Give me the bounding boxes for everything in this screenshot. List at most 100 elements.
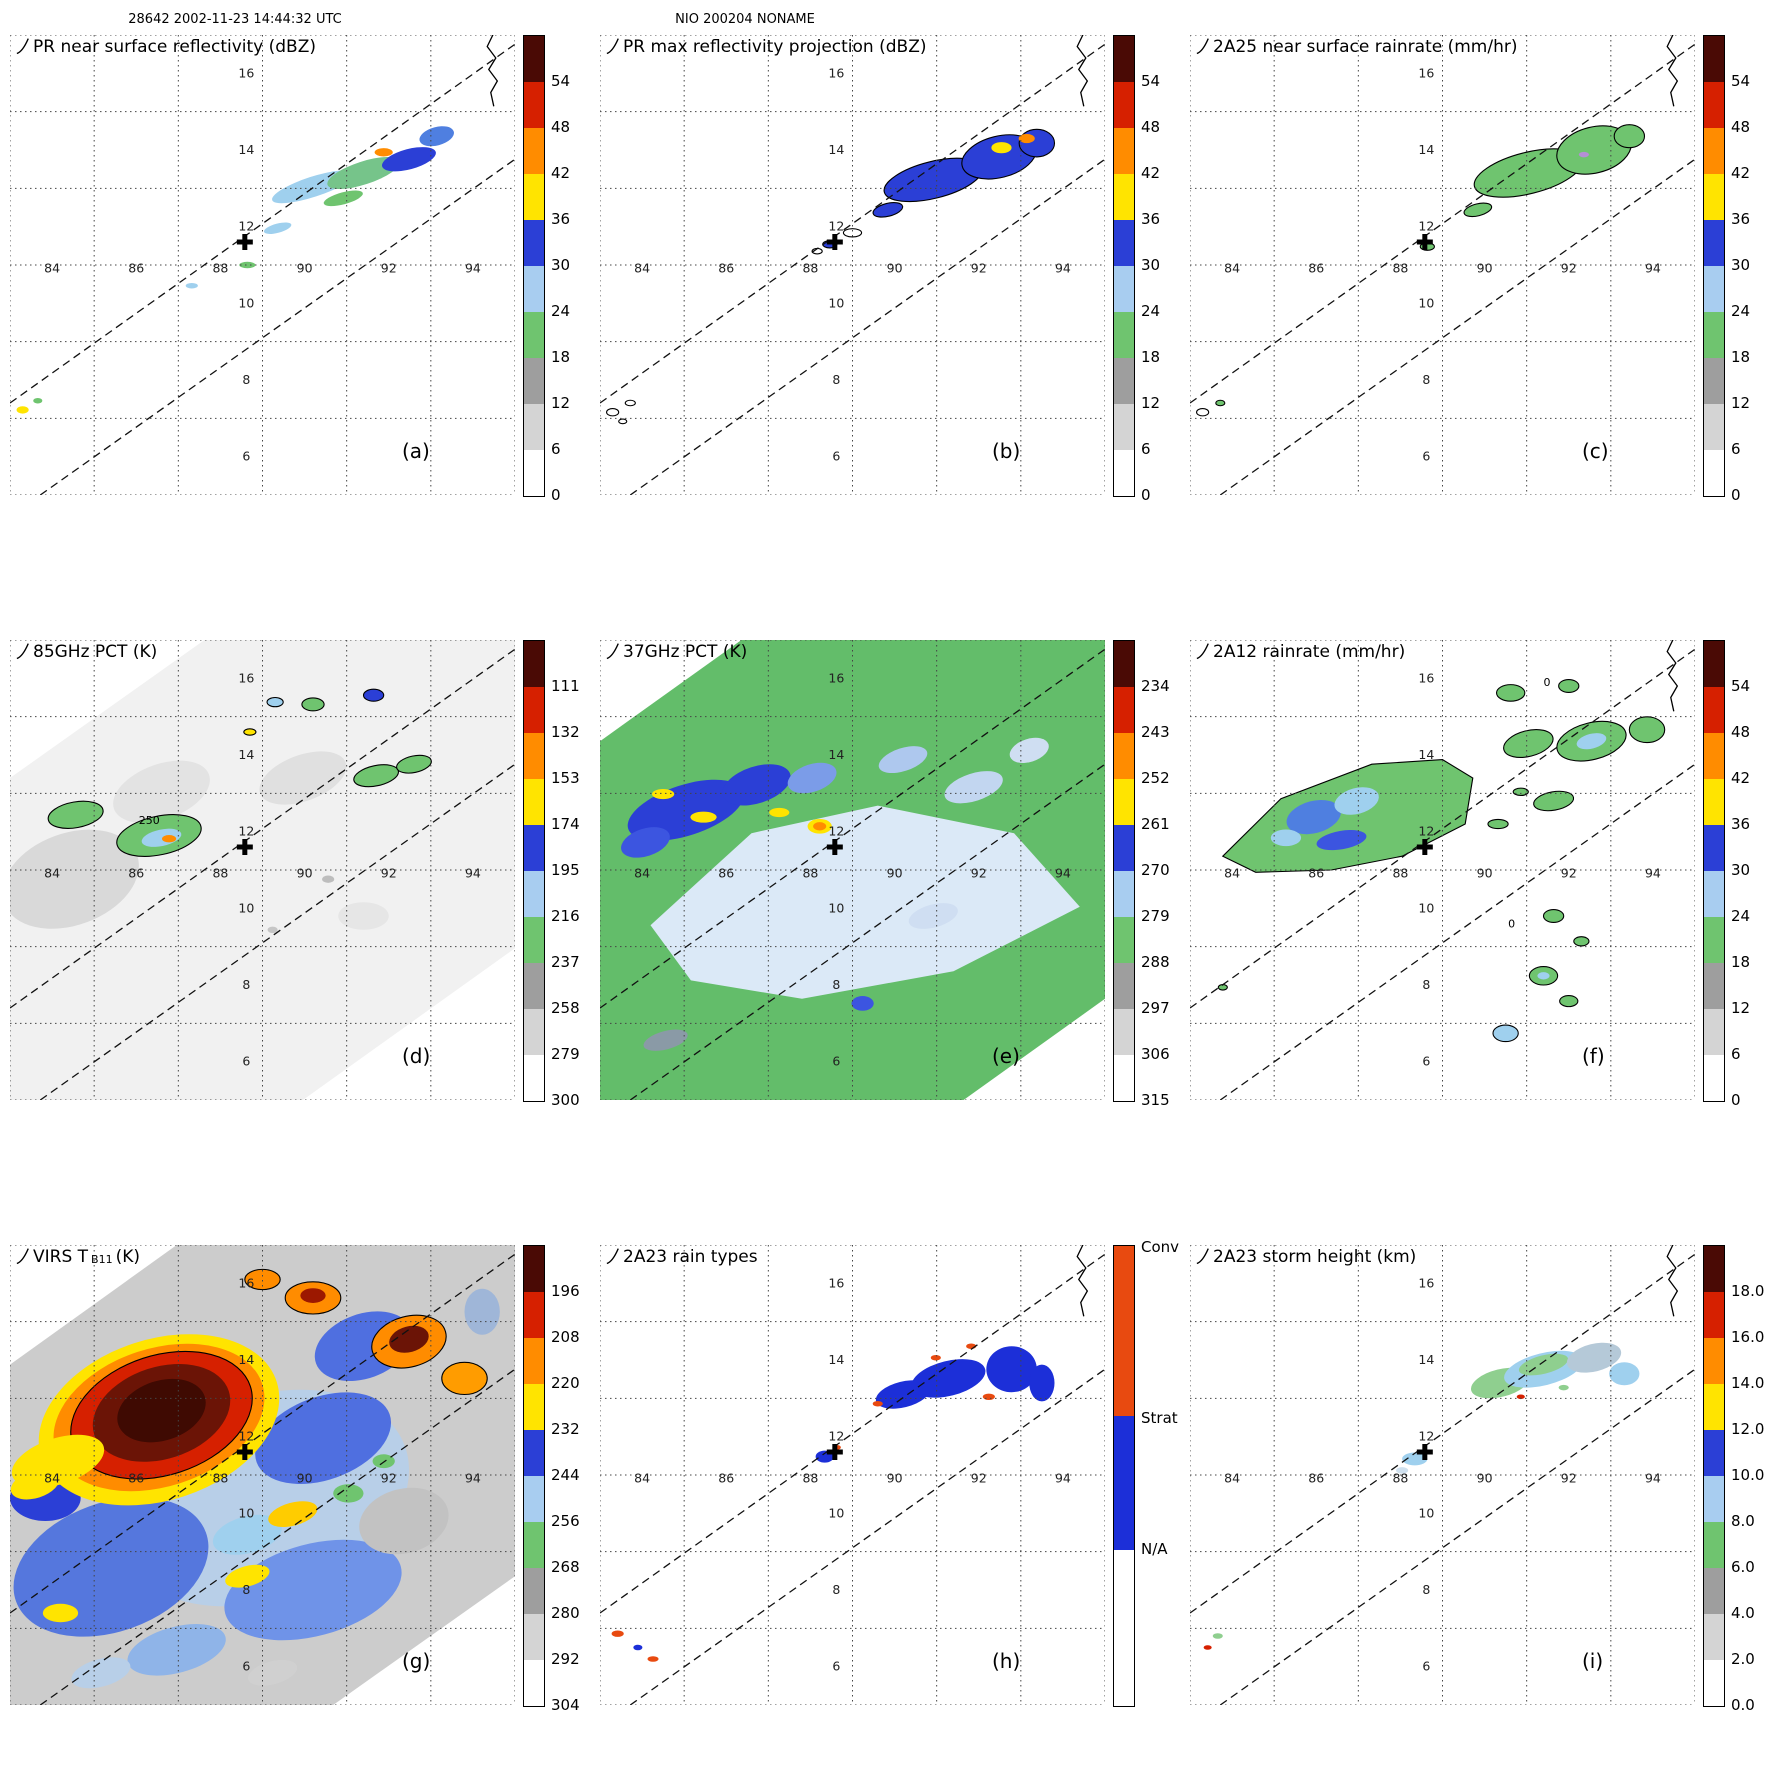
svg-text:8: 8 [1422, 1582, 1430, 1597]
svg-text:90: 90 [297, 261, 313, 276]
colorbar-tick-label: 6 [551, 440, 561, 458]
storm-id: NIO 200204 NONAME [675, 12, 815, 27]
svg-text:90: 90 [297, 866, 313, 881]
svg-text:12: 12 [828, 219, 844, 234]
svg-text:90: 90 [1477, 866, 1493, 881]
svg-text:94: 94 [1055, 1471, 1071, 1486]
swath-direction-icon [16, 643, 29, 660]
panel-title-text: 2A23 storm height (km) [1213, 1247, 1417, 1267]
panel-title-suffix: (K) [115, 1247, 141, 1267]
panel-title: PR max reflectivity projection (dBZ) [606, 37, 932, 57]
panel-letter: (d) [402, 1044, 431, 1068]
colorbar [1703, 1245, 1725, 1707]
swath-direction-icon [1196, 1248, 1209, 1265]
svg-text:86: 86 [718, 1471, 734, 1486]
colorbar-tick-label: 18 [551, 348, 571, 366]
svg-text:8: 8 [1422, 977, 1430, 992]
colorbar-tick-label: 0 [1731, 1091, 1741, 1109]
colorbar-tick-label: 12 [551, 394, 571, 412]
panel-letter: (h) [992, 1649, 1021, 1673]
colorbar-tick-label: 279 [1141, 907, 1170, 925]
colorbar-tick-label: 48 [1141, 118, 1161, 136]
svg-text:14: 14 [828, 142, 844, 157]
svg-text:88: 88 [212, 866, 228, 881]
panel-d: 250 84 86 88 90 92 94 16 14 12 10 8 6 85GHz PCT (K) … [10, 640, 588, 1175]
panel-title: 2A23 storm height (km) [1196, 1247, 1422, 1267]
panel-f: 0 0 84 86 88 90 92 94 16 14 12 10 8 6 2A12 rainrate (… [1190, 640, 1768, 1175]
colorbar-labels: Conv Strat N/A [1141, 1238, 1185, 1715]
colorbar-tick-label: 0 [1731, 486, 1741, 504]
svg-text:88: 88 [1392, 866, 1408, 881]
svg-text:16: 16 [828, 65, 844, 80]
svg-text:94: 94 [465, 866, 481, 881]
svg-text:8: 8 [832, 977, 840, 992]
panel-title: 2A25 near surface rainrate (mm/hr) [1196, 37, 1523, 57]
swath-direction-icon [1196, 643, 1209, 660]
svg-text:14: 14 [1418, 142, 1434, 157]
svg-text:8: 8 [242, 372, 250, 387]
panel-title-text: 2A25 near surface rainrate (mm/hr) [1213, 37, 1518, 57]
svg-text:10: 10 [828, 1505, 844, 1520]
colorbar-tick-label: 30 [1141, 256, 1161, 274]
colorbar-tick-label: 6 [1731, 440, 1741, 458]
svg-text:94: 94 [1055, 261, 1071, 276]
colorbar-tick-label: 306 [1141, 1045, 1170, 1063]
colorbar-tick-label: 304 [551, 1696, 580, 1714]
svg-text:12: 12 [1418, 824, 1434, 839]
colorbar-tick-label: 297 [1141, 999, 1170, 1017]
svg-text:6: 6 [832, 1659, 840, 1674]
colorbar [523, 640, 545, 1102]
colorbar-tick-label: 18 [1731, 348, 1751, 366]
colorbar-labels: 54 48 42 36 30 24 18 12 6 0 [1731, 35, 1771, 505]
colorbar-tick-label: 268 [551, 1558, 580, 1576]
svg-text:88: 88 [212, 1471, 228, 1486]
colorbar-tick-label: 8.0 [1731, 1512, 1755, 1530]
colorbar-tick-label: 36 [1141, 210, 1161, 228]
colorbar-tick-label: 12 [1731, 394, 1751, 412]
colorbar [1113, 640, 1135, 1102]
colorbar-tick-label: 232 [551, 1420, 580, 1438]
panel-title-text: 2A23 rain types [623, 1247, 758, 1267]
colorbar-tick-label: 24 [1141, 302, 1161, 320]
colorbar-tick-label: 16.0 [1731, 1328, 1765, 1346]
colorbar [523, 1245, 545, 1707]
svg-text:14: 14 [1418, 747, 1434, 762]
colorbar-tick-label: 6 [1141, 440, 1151, 458]
panel-title-text: 2A12 rainrate (mm/hr) [1213, 642, 1406, 662]
svg-text:10: 10 [1418, 1505, 1434, 1520]
svg-text:10: 10 [238, 295, 254, 310]
svg-text:12: 12 [238, 219, 254, 234]
colorbar-tick-label: 288 [1141, 953, 1170, 971]
svg-text:86: 86 [128, 866, 144, 881]
colorbar-tick-label: 18 [1731, 953, 1751, 971]
svg-text:14: 14 [238, 142, 254, 157]
swath-direction-icon [606, 643, 619, 660]
svg-text:12: 12 [1418, 219, 1434, 234]
svg-text:86: 86 [718, 866, 734, 881]
colorbar-tick-label: 0.0 [1731, 1696, 1755, 1714]
colorbar-tick-label: 12 [1141, 394, 1161, 412]
colorbar-tick-label: 174 [551, 815, 580, 833]
colorbar-tick-label: 261 [1141, 815, 1170, 833]
swath-direction-icon [16, 1248, 29, 1265]
svg-text:86: 86 [128, 1471, 144, 1486]
svg-text:88: 88 [212, 261, 228, 276]
svg-text:12: 12 [1418, 1429, 1434, 1444]
svg-text:84: 84 [634, 1471, 650, 1486]
svg-text:92: 92 [971, 261, 987, 276]
svg-text:94: 94 [465, 1471, 481, 1486]
svg-text:12: 12 [828, 1429, 844, 1444]
svg-text:94: 94 [1055, 866, 1071, 881]
svg-text:92: 92 [971, 1471, 987, 1486]
svg-text:14: 14 [238, 747, 254, 762]
svg-text:10: 10 [828, 900, 844, 915]
svg-text:88: 88 [1392, 1471, 1408, 1486]
svg-text:8: 8 [242, 977, 250, 992]
colorbar-tick-label: Strat [1141, 1408, 1178, 1427]
svg-text:10: 10 [828, 295, 844, 310]
colorbar-tick-label: 270 [1141, 861, 1170, 879]
